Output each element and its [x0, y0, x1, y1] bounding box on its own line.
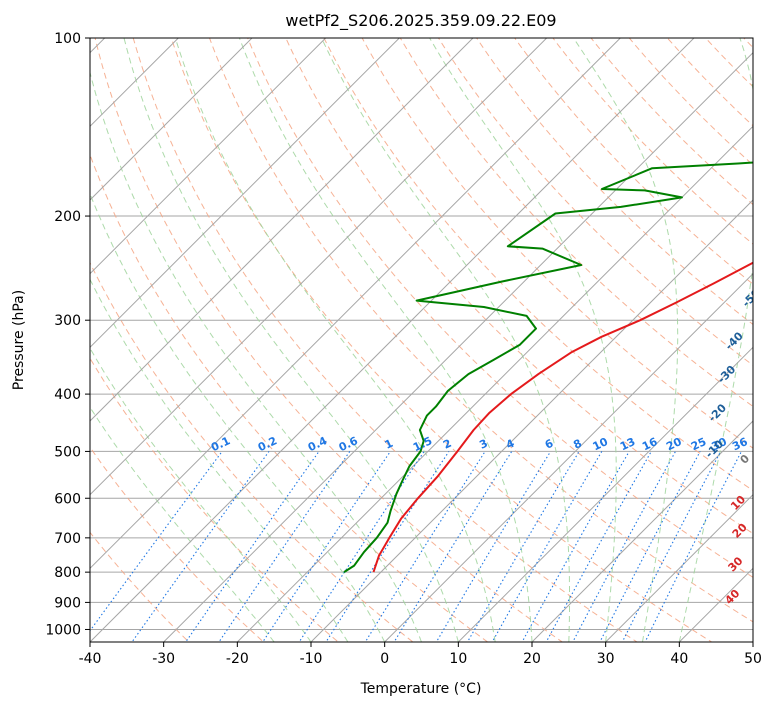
isotherm-line — [90, 38, 400, 349]
dry-adiabat-line — [247, 38, 753, 578]
y-tick-label: 100 — [54, 31, 81, 47]
dry-adiabat-line — [170, 38, 713, 642]
y-tick-label: 200 — [54, 209, 81, 225]
y-axis-label: Pressure (hPa) — [11, 290, 27, 390]
isotherm-line — [90, 38, 253, 201]
moist-adiabat-line — [123, 38, 459, 642]
isotherm-line — [310, 199, 753, 642]
x-tick-label: -10 — [300, 651, 323, 667]
x-tick-label: 40 — [670, 651, 688, 667]
mixing-ratio-line — [131, 451, 270, 642]
mixing-ratio-label: 20 — [664, 435, 684, 453]
dry-adiabat-line — [361, 38, 753, 449]
moist-adiabat-line — [321, 38, 571, 642]
dry-adiabat-line — [90, 531, 190, 642]
y-axis-ticks: 100 200 300 400 500 600 700 800 900 1000 — [45, 31, 90, 638]
moist-adiabat-line — [90, 192, 386, 642]
isotherm-line — [90, 38, 695, 642]
moist-adiabat-line — [429, 38, 617, 642]
y-tick-label: 900 — [54, 595, 81, 611]
x-tick-label: 50 — [744, 651, 762, 667]
moist-adiabat-line — [238, 38, 533, 642]
sounding-profiles — [343, 161, 753, 573]
dry-adiabats — [90, 38, 753, 642]
chart-title: wetPf2_S206.2025.359.09.22.E09 — [285, 11, 556, 31]
dry-adiabat-line — [208, 38, 753, 623]
x-tick-label: 20 — [523, 651, 541, 667]
mixing-ratio-line — [521, 451, 630, 642]
mixing-ratio-line — [545, 451, 652, 642]
mixing-ratio-label: 13 — [618, 435, 637, 453]
dry-adiabat-line — [90, 357, 340, 642]
isotherm-line — [90, 38, 474, 422]
isotherm-line — [236, 125, 753, 642]
moist-adiabat-line — [573, 38, 679, 642]
moist-adiabat-line — [678, 38, 753, 642]
x-axis-ticks: -40 -30 -20 -10 0 10 20 30 40 50 — [79, 642, 762, 667]
isotherm-line — [90, 38, 548, 496]
y-tick-label: 800 — [54, 565, 81, 581]
dry-adiabat-line — [285, 38, 753, 535]
mixing-ratio-line — [644, 451, 742, 642]
mixing-ratio-label: 30 — [710, 435, 730, 453]
isotherm-gridlines — [90, 38, 753, 642]
moist-adiabat-line — [90, 70, 422, 642]
temperature-line — [372, 261, 753, 573]
dry-adiabat-line — [94, 38, 564, 642]
dry-adiabat-line — [90, 261, 414, 642]
moist-adiabats — [90, 38, 753, 642]
isotherm-line — [90, 38, 327, 275]
mixing-ratio-label: 10 — [591, 435, 611, 453]
x-tick-label: -40 — [79, 651, 102, 667]
moist-adiabat-line — [90, 278, 349, 642]
mixing-ratio-line — [185, 451, 320, 642]
moist-adiabat-line — [174, 38, 496, 642]
dry-adiabat-line — [514, 38, 753, 285]
y-tick-label: 400 — [54, 387, 81, 403]
dry-adiabat-line — [590, 38, 753, 206]
mixing-ratio-label: 36 — [730, 435, 750, 453]
isotherm-line — [457, 346, 753, 642]
dry-adiabat-line — [399, 38, 753, 408]
mixing-ratio-line — [491, 451, 603, 642]
y-tick-label: 500 — [54, 444, 81, 460]
mixing-ratio-line — [621, 451, 722, 642]
mixing-ratio-line — [466, 451, 580, 642]
mixing-ratio-line — [435, 451, 552, 642]
isotherm-line — [163, 51, 753, 642]
isotherm-line — [384, 272, 753, 642]
isotherm-line — [605, 493, 753, 642]
plot-area: 0.10.20.40.611.52346810131620253036-100-… — [90, 38, 774, 642]
mixing-ratio-line — [262, 451, 391, 642]
mixing-ratio-label: 16 — [640, 435, 660, 453]
mixing-ratio-line — [90, 451, 223, 632]
mixing-ratio-lines — [90, 451, 742, 642]
moist-adiabat-line — [90, 406, 275, 642]
dry-adiabat-line — [323, 38, 753, 492]
x-tick-label: -20 — [226, 651, 249, 667]
x-tick-label: 0 — [380, 651, 389, 667]
x-axis-label: Temperature (°C) — [360, 681, 482, 697]
y-tick-label: 600 — [54, 491, 81, 507]
thetae-label: -60 — [751, 246, 774, 269]
isotherm-line — [90, 38, 621, 570]
x-tick-label: 30 — [597, 651, 615, 667]
isotherm-line — [531, 420, 753, 642]
mixing-ratio-line — [298, 451, 425, 642]
dry-adiabat-line — [132, 38, 638, 642]
mixing-ratio-line — [218, 451, 351, 642]
mixing-ratio-line — [325, 451, 450, 642]
x-tick-label: 10 — [449, 651, 467, 667]
plot-frame — [89, 37, 754, 643]
dewpoint-line — [343, 161, 753, 573]
y-tick-label: 700 — [54, 531, 81, 547]
y-tick-label: 300 — [54, 313, 81, 329]
y-tick-label: 1000 — [45, 622, 81, 638]
mixing-ratio-label: 25 — [689, 435, 708, 453]
x-tick-label: -30 — [152, 651, 175, 667]
